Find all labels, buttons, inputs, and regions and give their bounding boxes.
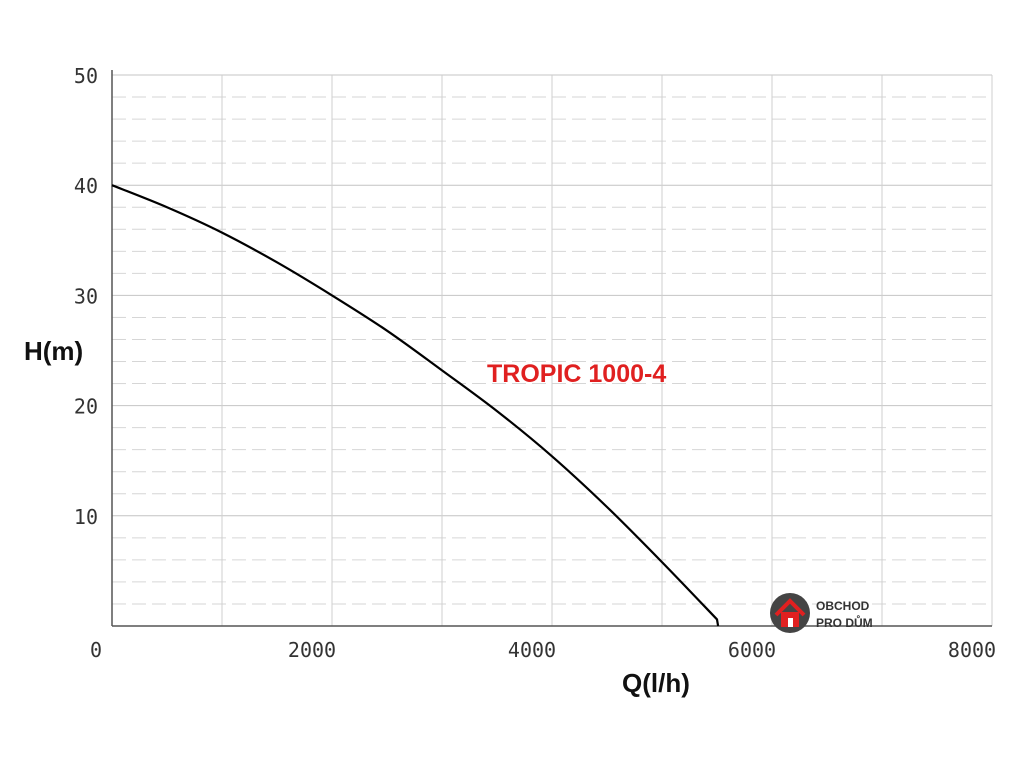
series-line-tropic xyxy=(111,184,720,627)
x-tick-label: 2000 xyxy=(288,638,336,662)
axes xyxy=(111,70,992,627)
logo-line1: OBCHOD xyxy=(816,599,870,613)
y-tick-label: 40 xyxy=(74,174,98,198)
x-tick-label: 8000 xyxy=(948,638,996,662)
tick-labels: 10 20 30 40 50 0 2000 4000 6000 8000 xyxy=(74,64,996,662)
x-axis-title: Q(l/h) xyxy=(622,668,690,698)
y-tick-label: 30 xyxy=(74,284,98,308)
y-tick-label: 20 xyxy=(74,395,98,419)
x-tick-label: 4000 xyxy=(508,638,556,662)
logo-obchod-pro-dum: OBCHOD PRO DŮM xyxy=(770,593,873,633)
series-label-tropic: TROPIC 1000-4 xyxy=(487,360,666,388)
x-tick-label: 0 xyxy=(90,638,102,662)
logo-line2: PRO DŮM xyxy=(816,614,873,630)
y-tick-label: 50 xyxy=(74,64,98,88)
y-axis-title: H(m) xyxy=(24,336,83,366)
y-tick-label: 10 xyxy=(74,505,98,529)
grid xyxy=(112,74,993,626)
house-icon xyxy=(774,598,806,627)
x-tick-label: 6000 xyxy=(728,638,776,662)
series-lines xyxy=(111,184,720,627)
